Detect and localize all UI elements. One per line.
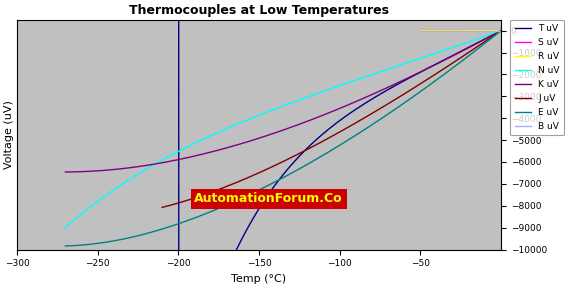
N uV bbox=[174, 150, 181, 154]
S uV bbox=[458, 29, 465, 32]
T uV bbox=[391, 85, 398, 88]
E uV bbox=[319, 154, 325, 158]
N uV bbox=[498, 29, 504, 32]
N uV bbox=[259, 112, 266, 115]
Line: E uV: E uV bbox=[65, 31, 501, 246]
K uV bbox=[62, 170, 69, 174]
B uV bbox=[498, 29, 504, 32]
N uV bbox=[353, 78, 360, 82]
E uV bbox=[62, 244, 69, 248]
T uV bbox=[498, 29, 504, 32]
Line: J uV: J uV bbox=[162, 31, 500, 207]
T uV bbox=[319, 132, 326, 136]
T uV bbox=[353, 107, 360, 110]
K uV bbox=[498, 29, 504, 32]
S uV bbox=[494, 29, 500, 32]
T uV bbox=[260, 200, 266, 204]
Legend: T uV, S uV, R uV, N uV, K uV, J uV, E uV, B uV: T uV, S uV, R uV, N uV, K uV, J uV, E uV… bbox=[510, 20, 564, 135]
R uV bbox=[498, 29, 504, 32]
R uV bbox=[465, 29, 472, 32]
S uV bbox=[465, 29, 472, 32]
E uV bbox=[390, 109, 396, 112]
R uV bbox=[458, 29, 465, 32]
B uV bbox=[458, 29, 465, 32]
B uV bbox=[494, 29, 500, 32]
S uV bbox=[491, 29, 498, 32]
E uV bbox=[498, 29, 504, 32]
R uV bbox=[494, 29, 500, 32]
K uV bbox=[353, 100, 360, 103]
Title: Thermocouples at Low Temperatures: Thermocouples at Low Temperatures bbox=[129, 4, 389, 17]
N uV bbox=[139, 170, 146, 173]
J uV bbox=[158, 206, 165, 209]
J uV bbox=[320, 139, 327, 143]
B uV bbox=[432, 29, 439, 32]
J uV bbox=[360, 117, 367, 120]
Y-axis label: Voltage (uV): Voltage (uV) bbox=[4, 100, 14, 169]
R uV bbox=[491, 29, 498, 32]
E uV bbox=[174, 222, 181, 226]
K uV bbox=[390, 83, 396, 87]
J uV bbox=[436, 70, 443, 73]
E uV bbox=[139, 233, 146, 236]
B uV bbox=[436, 29, 442, 32]
E uV bbox=[353, 133, 360, 137]
J uV bbox=[490, 35, 496, 38]
X-axis label: Temp (°C): Temp (°C) bbox=[231, 274, 286, 284]
R uV bbox=[436, 29, 442, 32]
Line: N uV: N uV bbox=[65, 31, 501, 227]
S uV bbox=[417, 29, 424, 32]
S uV bbox=[498, 29, 504, 32]
E uV bbox=[259, 187, 266, 190]
B uV bbox=[491, 29, 498, 32]
Line: T uV: T uV bbox=[65, 0, 501, 288]
R uV bbox=[417, 29, 424, 32]
K uV bbox=[174, 158, 181, 162]
N uV bbox=[390, 66, 396, 69]
B uV bbox=[465, 29, 472, 32]
S uV bbox=[432, 29, 439, 32]
K uV bbox=[259, 135, 266, 139]
K uV bbox=[139, 164, 146, 168]
B uV bbox=[417, 29, 424, 32]
S uV bbox=[436, 29, 442, 32]
J uV bbox=[321, 138, 328, 142]
J uV bbox=[342, 127, 349, 130]
Text: AutomationForum.Co: AutomationForum.Co bbox=[194, 192, 343, 206]
N uV bbox=[319, 90, 325, 94]
R uV bbox=[432, 29, 439, 32]
Line: K uV: K uV bbox=[65, 31, 501, 172]
K uV bbox=[319, 114, 325, 117]
N uV bbox=[62, 226, 69, 229]
